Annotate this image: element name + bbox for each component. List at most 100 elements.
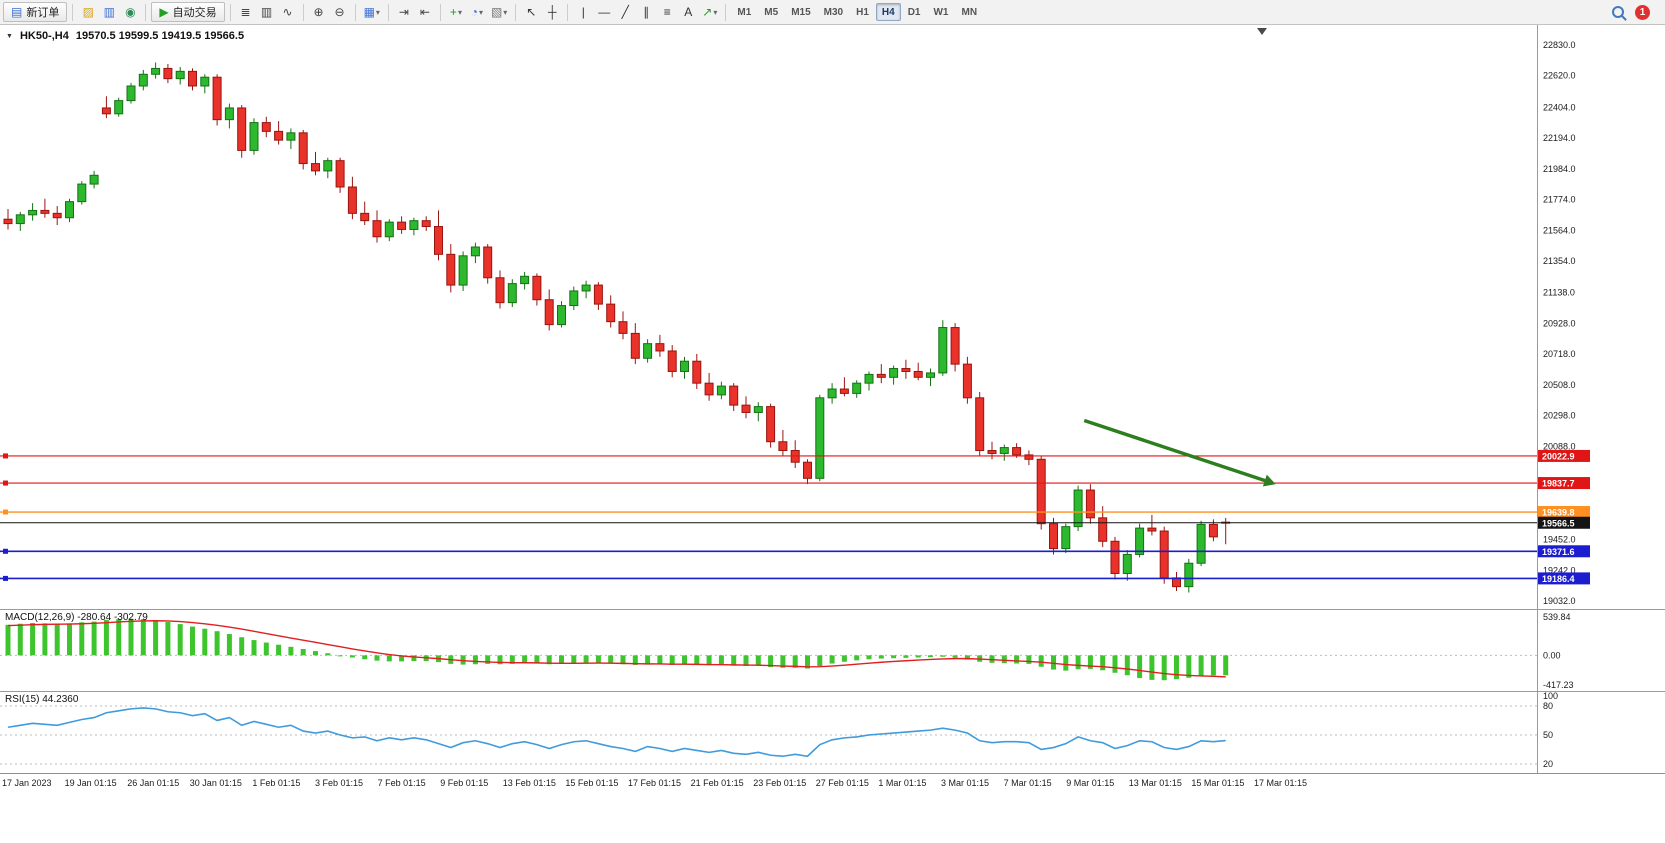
timeframe-m1[interactable]: M1 [731, 3, 757, 21]
autotrading-button[interactable]: ▶ 自动交易 [151, 2, 225, 22]
notification-badge[interactable]: 1 [1635, 4, 1650, 20]
candle-body [126, 85, 136, 102]
candle-body [827, 388, 837, 399]
main-chart-canvas[interactable]: 22830.0 22620.0 22404.0 22194.0 21984.0 21774… [0, 25, 1665, 609]
macd-histogram-bar [583, 655, 589, 663]
fibonacci-button[interactable]: ≡ [657, 2, 677, 22]
timeframe-h4[interactable]: H4 [875, 3, 901, 21]
timeframe-w1[interactable]: W1 [927, 3, 954, 21]
globe-button[interactable]: ◉ [120, 2, 140, 22]
crosshair-icon: ┼ [548, 5, 557, 19]
tile-windows-button[interactable]: ▦ ▾ [361, 2, 383, 22]
template-button[interactable]: ▧ ▾ [488, 2, 510, 22]
chart-shift-marker[interactable] [1257, 28, 1267, 35]
timeframe-mn[interactable]: MN [955, 3, 983, 21]
macd-histogram-bar [608, 655, 614, 664]
chart-shift-button[interactable]: ⇤ [415, 2, 435, 22]
macd-histogram-bar [1038, 655, 1044, 667]
support-line-2-handle[interactable] [3, 575, 8, 581]
line-chart-icon: ∿ [282, 5, 293, 19]
candle-body [470, 246, 480, 257]
gold-chart-button[interactable]: ▨ [78, 2, 98, 22]
vertical-line-button[interactable]: | [573, 2, 593, 22]
crosshair-button[interactable]: ┼ [542, 2, 562, 22]
zoom-in-button[interactable]: ⊕ [309, 2, 329, 22]
tile-windows-icon: ▦ [363, 5, 375, 19]
time-axis[interactable]: 17 Jan 2023 19 Jan 01:15 26 Jan 01:15 30 Ja… [0, 773, 1665, 794]
timeframe-m15[interactable]: M15 [785, 3, 816, 21]
rsi-axis-label: 80 [1543, 701, 1553, 711]
orange-level-line-handle[interactable] [3, 509, 8, 515]
dropdown-caret-icon[interactable]: ▾ [457, 7, 462, 17]
search-button[interactable] [1608, 2, 1628, 22]
support-line-1-handle[interactable] [3, 548, 8, 554]
dropdown-caret-icon[interactable]: ▾ [503, 7, 508, 17]
candle-body [778, 441, 788, 452]
candle-body [52, 212, 62, 219]
new-order-button[interactable]: ▤ 新订单 [3, 2, 68, 22]
macd-histogram-bar [805, 655, 810, 669]
period-clock-button[interactable]: ◔ ▾ [467, 2, 487, 22]
candle-body [1110, 540, 1120, 574]
price-axis-label: 22620.0 [1543, 71, 1576, 81]
price-axis-label: 20508.0 [1543, 380, 1576, 390]
arrows-button[interactable]: ↗ ▾ [699, 2, 720, 22]
chart-menu-icon[interactable]: ▼ [6, 32, 13, 40]
macd-histogram-bar [940, 655, 946, 657]
auto-scroll-button[interactable]: ⇥ [394, 2, 414, 22]
dropdown-caret-icon[interactable]: ▾ [479, 7, 484, 17]
macd-histogram-bar [669, 655, 675, 665]
text-button[interactable]: A [678, 2, 698, 22]
resistance-line-2-handle[interactable] [3, 480, 8, 486]
auto-scroll-icon: ⇥ [398, 5, 409, 19]
candle-body [286, 132, 296, 141]
bar-chart-button[interactable]: ≣ [236, 2, 256, 22]
candle-body [323, 160, 333, 172]
candlestick-button[interactable]: ▥ [257, 2, 277, 22]
macd-histogram-bar [485, 655, 491, 664]
macd-histogram-bar [928, 655, 933, 658]
macd-indicator-label: MACD(12,26,9) -280.64 -302.79 [5, 612, 148, 623]
macd-histogram-bar [903, 655, 909, 658]
timeframe-h1[interactable]: H1 [850, 3, 875, 21]
orange-level-line-price-tag-text: 19639.8 [1542, 508, 1575, 518]
dropdown-caret-icon[interactable]: ▾ [713, 7, 718, 17]
toolbar-separator [725, 3, 727, 21]
timeframe-m30[interactable]: M30 [818, 3, 849, 21]
horizontal-line-button[interactable]: — [594, 2, 614, 22]
candle-body [753, 406, 763, 413]
macd-histogram-bar [497, 655, 503, 665]
macd-histogram-bar [54, 623, 60, 656]
trendline-button[interactable]: ╱ [615, 2, 635, 22]
candle-body [298, 132, 308, 165]
macd-histogram-bar [472, 655, 478, 665]
macd-histogram-bar [546, 655, 552, 665]
time-axis-label: 7 Feb 01:15 [377, 778, 426, 788]
channel-button[interactable]: ∥ [636, 2, 656, 22]
candle-body [409, 220, 419, 230]
rsi-axis-label: 20 [1543, 759, 1553, 769]
trend-arrow[interactable] [1083, 418, 1271, 484]
template-icon: ▧ [490, 5, 503, 19]
time-axis-label: 15 Mar 01:15 [1191, 778, 1245, 788]
blue-stats-button[interactable]: ▥ [99, 2, 119, 22]
zoom-out-button[interactable]: ⊖ [330, 2, 350, 22]
resistance-line-1-handle[interactable] [3, 453, 8, 459]
line-chart-button[interactable]: ∿ [278, 2, 298, 22]
gold-chart-icon: ▨ [82, 5, 95, 19]
candle-body [1159, 530, 1169, 579]
candle-body [77, 183, 87, 203]
candle-body [163, 67, 173, 80]
timeframe-d1[interactable]: D1 [902, 3, 927, 21]
dropdown-caret-icon[interactable]: ▾ [375, 7, 380, 17]
cursor-button[interactable]: ↖ [521, 2, 541, 22]
add-indicator-button[interactable]: + ▾ [446, 2, 466, 22]
bid-price-line-price-tag-text: 19566.5 [1542, 518, 1575, 528]
add-indicator-icon: + [449, 5, 457, 19]
candle-body [138, 73, 148, 87]
timeframe-m5[interactable]: M5 [758, 3, 784, 21]
bar-chart-icon: ≣ [240, 5, 251, 19]
macd-panel[interactable]: 539.84 0.00 -417.23 [0, 609, 1665, 691]
chart-area[interactable]: 22830.0 22620.0 22404.0 22194.0 21984.0 21774… [0, 25, 1665, 794]
